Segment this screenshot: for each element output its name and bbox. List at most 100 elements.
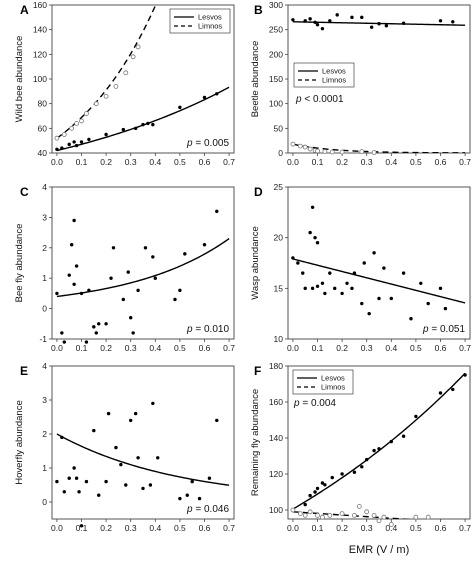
x-tick-label: 0.0 [287,343,299,353]
data-point [313,235,317,240]
x-tick-label: 0.7 [459,157,471,167]
data-point [345,281,349,285]
data-point [315,148,320,154]
data-point [92,428,96,433]
fit-line [56,5,157,139]
data-point [60,146,64,150]
data-point [124,483,128,487]
data-point [364,509,370,515]
data-point [333,286,337,291]
y-tick-label: 1 [42,463,47,473]
y-axis-label: Wasp abundance [250,226,261,300]
x-tick-label: 0.4 [149,523,161,533]
x-tick-label: 0.0 [51,157,63,167]
legend-box [293,62,355,88]
data-point [215,92,219,96]
panel-d: D 10 15 20 25 0.0 0.1 0.2 0.3 0.4 0.5 0.6 0.7 Wasp ab… [250,182,471,353]
p-symbol: p [293,398,300,409]
data-point [320,281,325,285]
data-point [55,147,59,151]
x-tick-label: 0.4 [149,343,161,353]
data-point [463,373,467,377]
fit-line [292,258,466,304]
y-axis-label: Remaining fly abundance [250,389,261,496]
data-point [308,17,312,21]
data-point [97,322,101,326]
legend-label: Lesvos [198,13,222,22]
x-tick-label: 0.0 [51,523,63,533]
y-tick-label: 25 [274,182,284,192]
data-point [104,322,108,326]
series-limnos [290,503,431,527]
y-tick-label: 10 [274,334,284,344]
data-point [55,291,59,296]
y-tick-label: 0 [42,497,47,507]
x-tick-label: 0.6 [435,343,447,353]
data-point [104,479,108,484]
series-lesvos [291,13,466,31]
data-point [389,439,393,444]
data-point [74,143,79,148]
data-point [62,490,66,494]
data-point [77,490,81,494]
data-point [141,122,145,127]
data-point [297,143,303,149]
data-point [129,316,133,320]
series-data [291,205,466,321]
series-data [55,209,230,344]
data-point [106,411,111,416]
data-point [438,286,443,291]
x-tick-label: 0.1 [76,523,88,533]
y-tick-label: 250 [269,25,283,35]
data-point [320,514,325,520]
data-point [84,340,89,344]
data-point [156,456,160,460]
data-point [377,296,381,301]
data-point [328,271,332,275]
y-tick-label: 3 [42,395,47,405]
x-tick-label: 0.6 [435,523,447,533]
y-tick-label: 120 [33,49,47,59]
fit-line [292,372,466,510]
data-point [119,462,123,467]
data-point [320,26,325,31]
x-tick-label: 0.0 [287,523,299,533]
data-point [126,270,130,274]
x-tick-label: 0.7 [223,343,235,353]
data-point [307,146,313,152]
data-point [153,276,157,280]
p-value: = 0.051 [429,324,466,335]
p-value-label: p = 0.010 [186,324,229,335]
p-symbol: p [186,138,193,149]
data-point [74,476,79,480]
p-value-label: p = 0.051 [422,324,465,335]
data-point [372,448,376,453]
p-symbol: p [295,94,302,105]
x-tick-label: 0.4 [149,157,161,167]
data-point [62,340,66,344]
data-point [215,209,219,214]
data-point [109,276,113,280]
data-point [426,301,430,306]
x-tick-label: 0.3 [125,523,137,533]
x-tick-label: 0.3 [361,157,373,167]
x-tick-label: 0.7 [459,343,471,353]
data-point [339,511,345,516]
data-point [74,264,79,268]
data-point [178,105,182,110]
data-point [79,118,84,124]
p-symbol: p [422,324,429,335]
data-point [371,150,377,155]
series-limnos [54,5,157,141]
x-tick-label: 0.1 [312,523,324,533]
y-tick-label: 4 [42,361,47,371]
data-point [307,509,313,515]
legend-label: Limnos [198,22,222,31]
data-point [301,271,305,275]
x-tick-label: 0.4 [385,157,397,167]
data-point [313,20,317,24]
y-tick-label: 15 [274,283,284,293]
data-point [74,121,79,126]
data-point [148,483,153,487]
